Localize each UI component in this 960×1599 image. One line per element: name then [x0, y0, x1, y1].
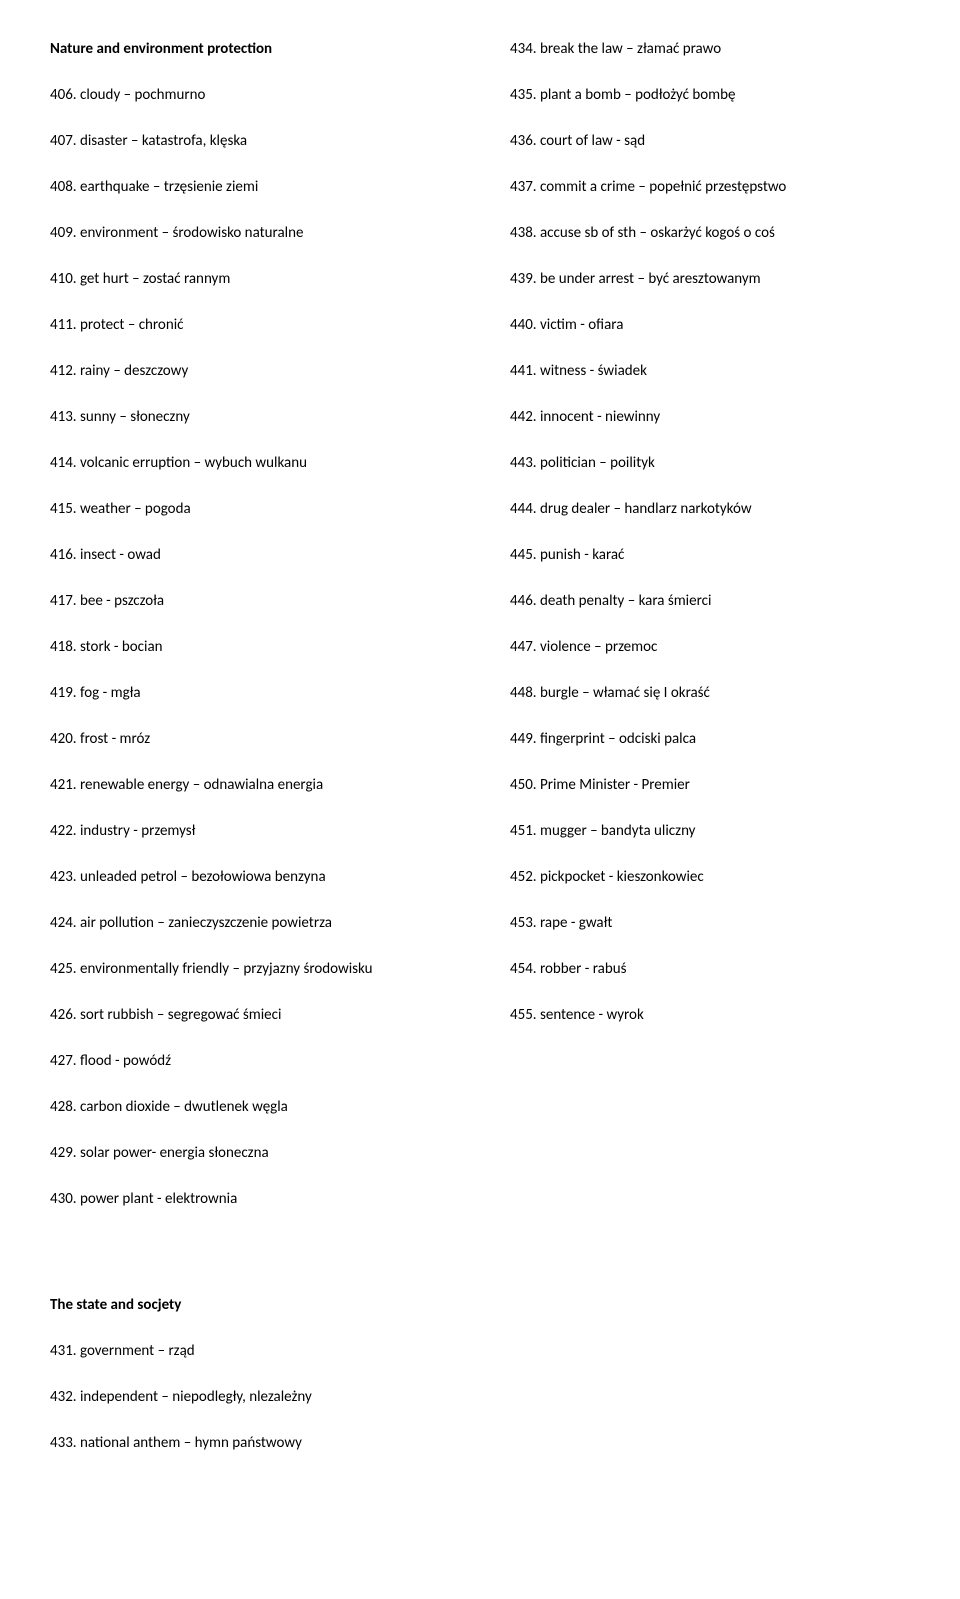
two-column-layout: Nature and environment protection 406. c…: [50, 40, 910, 1480]
vocab-entry: 409. environment – środowisko naturalne: [50, 224, 450, 242]
vocab-entry: 428. carbon dioxide – dwutlenek węgla: [50, 1098, 450, 1116]
vocab-entry: 453. rape - gwałt: [510, 914, 910, 932]
vocab-entry: 436. court of law - sąd: [510, 132, 910, 150]
vocab-entry: 452. pickpocket - kieszonkowiec: [510, 868, 910, 886]
vocab-entry: 422. industry - przemysł: [50, 822, 450, 840]
vocab-entry: 454. robber - rabuś: [510, 960, 910, 978]
right-column: 434. break the law – złamać prawo 435. pl…: [510, 40, 910, 1480]
vocab-entry: 426. sort rubbish – segregować śmieci: [50, 1006, 450, 1024]
vocab-entry: 432. independent – niepodległy, nlezależ…: [50, 1388, 450, 1406]
vocab-entry: 444. drug dealer – handlarz narkotyków: [510, 500, 910, 518]
vocab-entry: 429. solar power- energia słoneczna: [50, 1144, 450, 1162]
vocab-entry: 412. rainy – deszczowy: [50, 362, 450, 380]
vocab-entry: 440. victim - ofiara: [510, 316, 910, 334]
vocab-entry: 408. earthquake – trzęsienie ziemi: [50, 178, 450, 196]
vocab-entry: 416. insect - owad: [50, 546, 450, 564]
vocab-entry: 415. weather – pogoda: [50, 500, 450, 518]
section-spacer: [50, 1236, 450, 1296]
vocab-entry: 434. break the law – złamać prawo: [510, 40, 910, 58]
section-heading-nature: Nature and environment protection: [50, 40, 450, 58]
vocab-entry: 406. cloudy – pochmurno: [50, 86, 450, 104]
left-column: Nature and environment protection 406. c…: [50, 40, 450, 1480]
vocab-entry: 442. innocent - niewinny: [510, 408, 910, 426]
vocab-entry: 425. environmentally friendly – przyjazn…: [50, 960, 450, 978]
vocab-entry: 427. flood - powódź: [50, 1052, 450, 1070]
vocab-entry: 451. mugger – bandyta uliczny: [510, 822, 910, 840]
vocab-entry: 421. renewable energy – odnawialna energ…: [50, 776, 450, 794]
section-heading-state: The state and socjety: [50, 1296, 450, 1314]
vocab-entry: 420. frost - mróz: [50, 730, 450, 748]
vocab-entry: 445. punish - karać: [510, 546, 910, 564]
vocab-entry: 433. national anthem – hymn państwowy: [50, 1434, 450, 1452]
vocab-entry: 417. bee - pszczoła: [50, 592, 450, 610]
vocab-entry: 431. government – rząd: [50, 1342, 450, 1360]
vocab-entry: 430. power plant - elektrownia: [50, 1190, 450, 1208]
vocab-entry: 443. politician – poilityk: [510, 454, 910, 472]
vocab-entry: 414. volcanic erruption – wybuch wulkanu: [50, 454, 450, 472]
vocab-entry: 418. stork - bocian: [50, 638, 450, 656]
vocab-entry: 439. be under arrest – być aresztowanym: [510, 270, 910, 288]
vocab-entry: 407. disaster – katastrofa, klęska: [50, 132, 450, 150]
vocab-entry: 446. death penalty – kara śmierci: [510, 592, 910, 610]
vocab-entry: 449. fingerprint – odciski palca: [510, 730, 910, 748]
vocab-entry: 438. accuse sb of sth – oskarżyć kogoś o…: [510, 224, 910, 242]
vocab-entry: 450. Prime Minister - Premier: [510, 776, 910, 794]
vocab-entry: 447. violence – przemoc: [510, 638, 910, 656]
vocab-entry: 455. sentence - wyrok: [510, 1006, 910, 1024]
vocab-entry: 413. sunny – słoneczny: [50, 408, 450, 426]
vocab-entry: 419. fog - mgła: [50, 684, 450, 702]
vocab-entry: 411. protect – chronić: [50, 316, 450, 334]
vocab-entry: 424. air pollution – zanieczyszczenie po…: [50, 914, 450, 932]
vocab-entry: 423. unleaded petrol – bezołowiowa benzy…: [50, 868, 450, 886]
vocab-entry: 410. get hurt – zostać rannym: [50, 270, 450, 288]
vocab-entry: 448. burgle – włamać się I okraść: [510, 684, 910, 702]
vocab-entry: 441. witness - świadek: [510, 362, 910, 380]
vocab-entry: 437. commit a crime – popełnić przestęps…: [510, 178, 910, 196]
vocab-entry: 435. plant a bomb – podłożyć bombę: [510, 86, 910, 104]
